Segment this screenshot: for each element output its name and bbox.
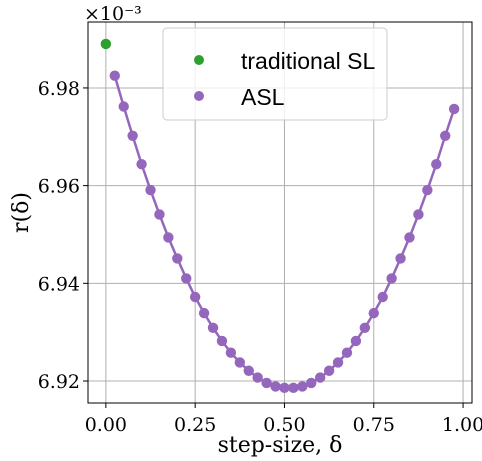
data-point-asl (386, 273, 397, 284)
legend-label-asl: ASL (241, 84, 285, 110)
data-point-asl (314, 372, 326, 383)
x-tick-label: 0.75 (353, 414, 395, 436)
legend: traditional SL ASL (162, 27, 388, 121)
data-point-asl (198, 307, 210, 319)
data-point-asl (306, 377, 317, 389)
data-point-traditional-sl (100, 38, 112, 50)
plot-frame (87, 21, 473, 404)
data-point-asl (261, 377, 272, 389)
data-point-asl (163, 232, 174, 243)
data-point-asl (136, 158, 147, 170)
legend-marker-asl (194, 91, 204, 101)
x-tick-label: 0.25 (174, 414, 216, 436)
data-point-asl (279, 382, 290, 394)
legend-marker-traditional-sl (194, 55, 204, 65)
data-point-asl (118, 101, 129, 112)
data-point-asl (172, 253, 183, 264)
data-point-asl (109, 70, 120, 81)
data-point-asl (332, 357, 344, 368)
data-point-asl (225, 347, 237, 358)
data-point-asl (404, 232, 415, 243)
data-point-asl (422, 184, 433, 196)
x-tick-label: 1.00 (442, 414, 482, 436)
x-axis-label: step-size, δ (218, 433, 343, 458)
data-point-asl (377, 291, 388, 303)
data-point-asl (270, 381, 281, 392)
data-point-asl (341, 347, 353, 358)
data-point-asl (297, 381, 308, 392)
legend-box (162, 27, 388, 121)
data-point-asl (154, 209, 165, 220)
data-point-asl (413, 209, 424, 220)
data-point-asl (350, 335, 362, 347)
data-point-asl (127, 130, 138, 142)
y-tick-label: 6.94 (38, 273, 80, 295)
x-tick-label: 0.50 (263, 414, 305, 436)
y-axis-label: r(δ) (9, 192, 34, 233)
data-point-asl (145, 184, 156, 196)
data-point-asl (252, 372, 263, 383)
y-tick-label: 6.92 (38, 371, 80, 393)
data-point-asl (216, 335, 228, 347)
data-point-asl (448, 103, 460, 115)
y-tick-label: 6.98 (38, 78, 80, 100)
data-point-asl (395, 253, 406, 264)
legend-label-traditional-sl: traditional SL (241, 48, 375, 74)
data-point-asl (243, 365, 254, 376)
data-point-asl (288, 382, 299, 394)
data-point-asl (207, 322, 219, 333)
data-point-asl (234, 357, 246, 368)
x-tick-label: 0.00 (85, 414, 127, 436)
data-point-asl (359, 322, 371, 333)
data-point-asl (440, 130, 451, 142)
data-point-asl (323, 365, 335, 376)
series-layer (100, 38, 460, 394)
y-multiplier-label: ×10⁻³ (84, 3, 142, 25)
data-point-asl (368, 307, 379, 319)
data-point-asl (189, 291, 201, 303)
tick-labels: 0.00 0.25 0.50 0.75 1.00 6.92 6.94 6.96 6.98 (38, 78, 482, 436)
y-tick-label: 6.96 (38, 176, 80, 198)
data-point-asl (181, 273, 192, 284)
data-point-asl (431, 158, 442, 170)
